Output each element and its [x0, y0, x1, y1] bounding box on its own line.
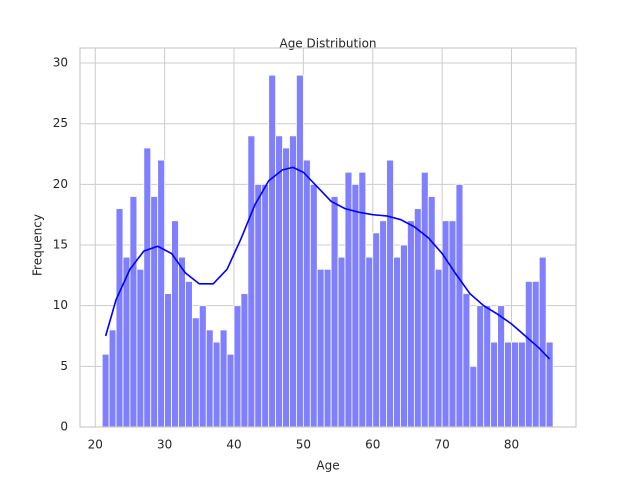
y-tick-label: 15	[53, 238, 68, 252]
bar	[462, 293, 471, 428]
bar	[233, 305, 242, 428]
bar	[434, 268, 443, 428]
bars	[101, 74, 554, 428]
bar	[469, 365, 478, 428]
y-tick-label: 20	[53, 177, 68, 191]
plot-frame	[79, 47, 577, 428]
bar	[247, 135, 256, 428]
bar	[316, 268, 325, 428]
bar	[490, 341, 499, 428]
bar	[545, 341, 554, 428]
y-axis-label: Frequency	[31, 214, 45, 276]
bar	[101, 353, 110, 428]
bar	[282, 147, 290, 428]
bar	[289, 135, 297, 428]
bar	[400, 244, 408, 428]
bar	[108, 329, 117, 428]
y-tick-label: 30	[53, 56, 68, 70]
bar	[275, 135, 283, 428]
y-tick-label: 5	[60, 359, 68, 373]
bar	[483, 305, 492, 428]
x-tick-label: 30	[157, 438, 172, 452]
bar	[164, 293, 172, 428]
bar	[441, 220, 450, 428]
bar	[261, 183, 270, 428]
bar	[420, 171, 429, 428]
bar	[212, 341, 221, 428]
bar	[254, 183, 263, 428]
x-tick-label: 70	[434, 438, 449, 452]
bar	[511, 341, 519, 428]
bar	[171, 220, 179, 428]
bar	[240, 293, 249, 428]
x-tick-label: 50	[296, 438, 311, 452]
x-tick-label: 60	[365, 438, 380, 452]
bar	[538, 256, 547, 428]
bar	[330, 196, 339, 428]
bar	[115, 208, 124, 428]
bar	[497, 305, 505, 428]
bar	[407, 220, 415, 428]
bar	[504, 341, 512, 428]
bar	[157, 159, 166, 428]
bar	[386, 159, 394, 428]
bar	[268, 74, 277, 428]
bar	[518, 341, 526, 428]
bar	[143, 147, 152, 428]
bar	[524, 281, 533, 428]
x-tick-label: 40	[226, 438, 241, 452]
bar	[178, 256, 186, 428]
bar	[372, 232, 381, 428]
bar	[448, 220, 457, 428]
bar	[191, 317, 200, 428]
bar	[413, 208, 422, 428]
bar	[150, 196, 159, 428]
bar	[185, 281, 193, 428]
bar	[427, 196, 436, 428]
bar	[531, 281, 540, 428]
overlay	[104, 166, 551, 360]
x-axis-label: Age	[316, 459, 339, 473]
bar	[198, 305, 207, 428]
bar	[365, 256, 374, 428]
y-tick-label: 10	[53, 298, 68, 312]
bar	[205, 329, 214, 428]
x-tick-label: 80	[504, 438, 519, 452]
bar	[136, 268, 145, 428]
bar	[296, 74, 304, 428]
kde-line	[104, 166, 551, 360]
bar	[455, 183, 464, 428]
bar	[323, 268, 332, 428]
bar	[226, 353, 235, 428]
bar	[351, 183, 360, 428]
y-tick-label: 0	[60, 420, 68, 434]
bar	[393, 256, 401, 428]
bar	[302, 159, 311, 428]
y-tick-label: 25	[53, 116, 68, 130]
x-tick-label: 20	[88, 438, 103, 452]
bar	[379, 220, 388, 428]
bar	[337, 256, 346, 428]
bar	[476, 305, 485, 428]
bar	[309, 183, 318, 428]
bar	[219, 329, 228, 428]
chart-title: Age Distribution	[279, 37, 376, 51]
bar	[358, 171, 367, 428]
bar	[129, 196, 138, 428]
